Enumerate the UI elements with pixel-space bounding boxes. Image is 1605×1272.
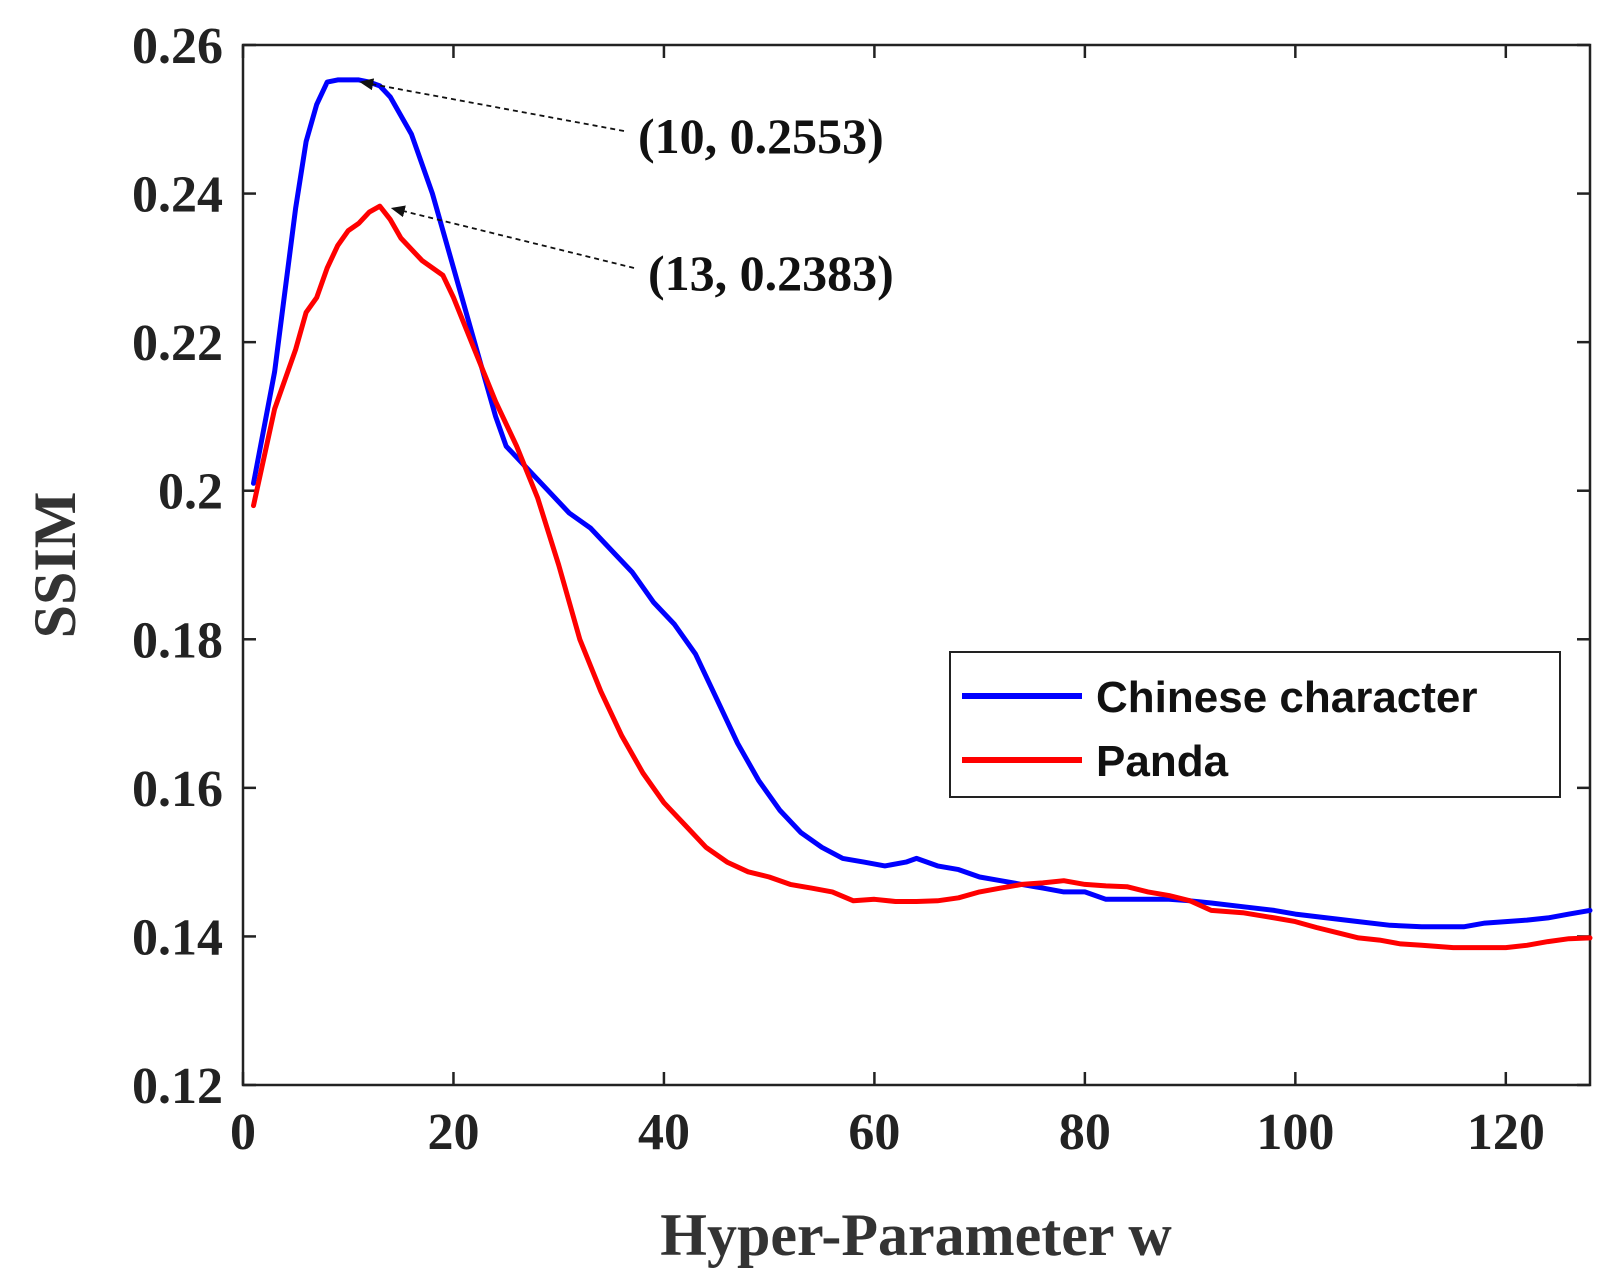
y-tick-label: 0.24 [132, 167, 223, 224]
y-tick-label: 0.22 [132, 315, 223, 372]
series-line-panda [251, 203, 1593, 951]
x-tick-label: 0 [230, 1104, 256, 1161]
x-tick-label: 60 [848, 1104, 900, 1161]
annotation-label: (13, 0.2383) [648, 245, 894, 301]
series-layer [251, 77, 1593, 951]
annotation-arrow [390, 205, 635, 269]
y-tick-label: 0.26 [132, 18, 223, 75]
x-tick-label: 20 [427, 1104, 479, 1161]
y-tick-label: 0.12 [132, 1058, 223, 1115]
annotation-layer: (10, 0.2553) (13, 0.2383) [359, 78, 894, 301]
x-tick-label: 80 [1059, 1104, 1111, 1161]
series-line-chinese-character [251, 77, 1593, 930]
legend-box [949, 651, 1561, 798]
y-axis-label: SSIM [22, 492, 88, 639]
y-tick-label: 0.14 [132, 909, 223, 966]
plot-area-frame [241, 43, 1592, 1087]
y-tick-label: 0.18 [132, 612, 223, 669]
y-tick-label: 0.2 [158, 464, 223, 521]
annotation-label: (10, 0.2553) [638, 108, 884, 164]
legend-label-panda: Panda [1096, 737, 1229, 786]
x-tick-label: 40 [638, 1104, 690, 1161]
annotation-arrow [359, 78, 625, 132]
x-tick-labels: 0 20 40 60 80 100 120 [230, 1104, 1545, 1161]
legend-label-chinese-character: Chinese character [1096, 673, 1478, 722]
y-tick-label: 0.16 [132, 761, 223, 818]
x-tick-label: 120 [1467, 1104, 1545, 1161]
axis-ticks [241, 43, 1590, 1087]
x-tick-label: 100 [1256, 1104, 1334, 1161]
x-axis-label: Hyper-Parameter w [660, 1202, 1172, 1268]
legend: Chinese character Panda [949, 651, 1561, 798]
y-tick-labels: 0.12 0.14 0.16 0.18 0.2 0.22 0.24 0.26 [132, 18, 223, 1115]
